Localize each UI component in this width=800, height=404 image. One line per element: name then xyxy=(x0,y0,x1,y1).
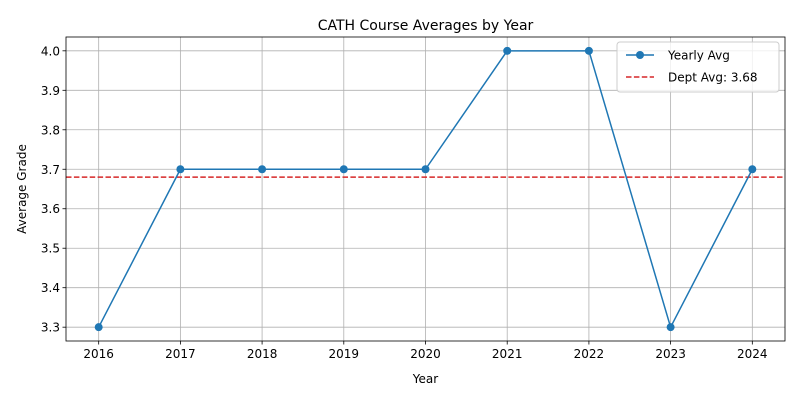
x-tick-label: 2019 xyxy=(329,347,360,361)
x-tick-label: 2017 xyxy=(165,347,196,361)
data-point xyxy=(258,165,267,174)
data-point xyxy=(176,165,185,174)
chart-title: CATH Course Averages by Year xyxy=(318,18,534,34)
data-point xyxy=(748,165,757,174)
legend-series-label: Yearly Avg xyxy=(667,49,730,63)
x-tick-label: 2018 xyxy=(247,347,278,361)
y-tick-label: 3.5 xyxy=(41,242,60,256)
y-axis-label: Average Grade xyxy=(15,144,29,234)
x-tick-label: 2023 xyxy=(655,347,686,361)
y-tick-label: 4.0 xyxy=(41,44,60,58)
y-axis-ticks: 3.3 3.4 3.5 3.6 3.7 3.8 3.9 4.0 xyxy=(41,44,66,335)
legend: Yearly Avg Dept Avg: 3.68 xyxy=(616,41,780,93)
x-tick-label: 2020 xyxy=(410,347,441,361)
data-point xyxy=(94,323,103,332)
y-tick-label: 3.8 xyxy=(41,123,60,137)
y-tick-label: 3.4 xyxy=(41,281,60,295)
data-point xyxy=(666,323,675,332)
x-tick-label: 2024 xyxy=(737,347,768,361)
legend-series-marker xyxy=(636,51,644,59)
data-markers xyxy=(94,46,757,332)
legend-box xyxy=(616,41,780,93)
x-axis-label: Year xyxy=(412,372,438,386)
data-point xyxy=(339,165,348,174)
y-tick-label: 3.7 xyxy=(41,163,60,177)
y-tick-label: 3.9 xyxy=(41,84,60,98)
x-tick-label: 2021 xyxy=(492,347,523,361)
y-tick-label: 3.3 xyxy=(41,321,60,335)
data-point xyxy=(421,165,430,174)
y-tick-label: 3.6 xyxy=(41,202,60,216)
x-axis-ticks: 2016 2017 2018 2019 2020 2021 2022 2023 2024 xyxy=(83,341,768,361)
x-tick-label: 2022 xyxy=(574,347,605,361)
legend-ref-label: Dept Avg: 3.68 xyxy=(668,71,758,85)
data-point xyxy=(503,46,512,55)
data-point xyxy=(584,46,593,55)
x-tick-label: 2016 xyxy=(83,347,114,361)
